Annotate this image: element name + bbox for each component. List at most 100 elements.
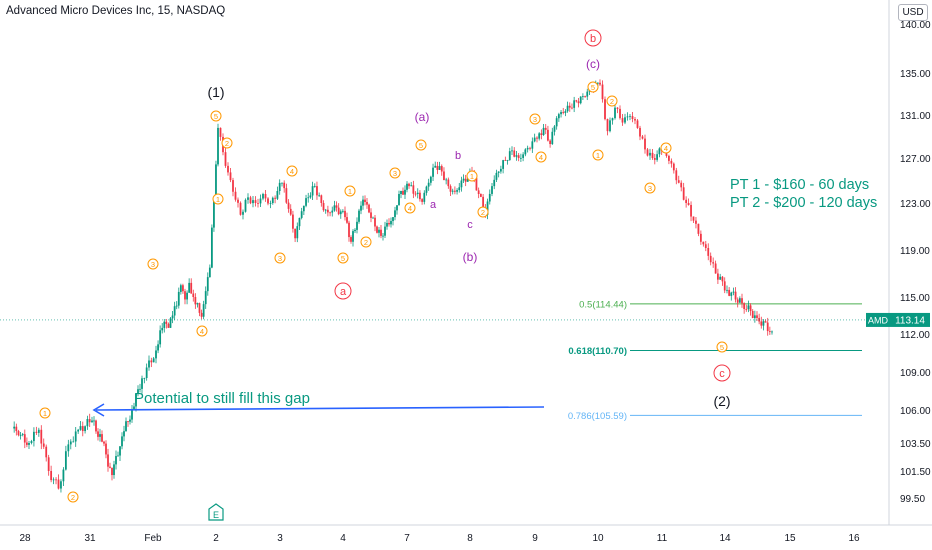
candle-body (227, 165, 229, 173)
candle-body (734, 291, 737, 300)
wave-count-circle (196, 325, 208, 337)
candle-body (745, 308, 748, 310)
candle-body (77, 429, 80, 432)
y-tick-label: 135.00 (900, 69, 931, 80)
y-tick-label: 127.00 (900, 154, 931, 165)
candle-body (712, 262, 715, 264)
candle-body (55, 479, 57, 481)
candle-body (438, 166, 441, 170)
price-target-note: PT 2 - $200 - 120 days (730, 195, 877, 211)
x-tick-label: 28 (19, 533, 31, 544)
chart-title: Advanced Micro Devices Inc, 15, NASDAQ (6, 5, 226, 17)
candle-body (175, 305, 178, 307)
candle-body (368, 204, 370, 213)
candle-body (749, 305, 752, 311)
earnings-marker[interactable] (208, 503, 224, 521)
x-tick-label: 9 (532, 533, 538, 544)
candle-body (672, 163, 675, 171)
currency-button[interactable]: USD (898, 4, 928, 21)
candle-body (30, 441, 33, 443)
candle-body (229, 172, 232, 181)
candle-body (502, 160, 505, 169)
candle-body (360, 205, 362, 211)
candle-body (646, 149, 649, 156)
wave-count-circle (644, 182, 656, 194)
candle-body (421, 199, 424, 202)
candle-body (283, 182, 286, 189)
candle-body (186, 292, 188, 300)
candle-body (329, 212, 331, 214)
candle-body (67, 444, 70, 452)
candle-body (213, 197, 215, 228)
candle-body (60, 481, 62, 489)
candle-body (204, 291, 207, 305)
candle-body (606, 119, 609, 132)
y-tick-label: 131.00 (900, 111, 931, 122)
gap-arrow[interactable] (95, 406, 545, 411)
candle-body (596, 82, 599, 84)
candle-body (743, 303, 746, 309)
last-price-badge (890, 312, 930, 327)
candle-body (398, 194, 400, 206)
candle-body (751, 310, 754, 319)
candle-body (47, 457, 50, 471)
candle-body (247, 197, 249, 200)
candle-body (557, 114, 560, 119)
candle-body (21, 434, 24, 436)
candle-body (756, 315, 758, 318)
candle-body (573, 100, 576, 108)
gap-arrow-head (92, 403, 105, 417)
candle-body (386, 222, 388, 227)
wave-count-circle (337, 252, 349, 264)
candle-body (506, 160, 509, 161)
candle-body (764, 321, 767, 323)
candle-body (165, 321, 168, 324)
candle-body (699, 233, 702, 242)
candle-body (649, 152, 651, 156)
candle-body (234, 191, 237, 200)
wave-count-label: 2 (610, 97, 614, 106)
candle-body (584, 96, 586, 97)
candle-body (675, 170, 678, 181)
candle-body (714, 263, 717, 274)
gap-note: Potential to still fill this gap (134, 390, 310, 407)
candle-body (499, 168, 502, 172)
candle-body (123, 431, 125, 437)
candle-body (631, 116, 634, 119)
x-tick-label: 7 (404, 533, 410, 544)
candle-body (95, 420, 97, 432)
candle-body (562, 112, 565, 113)
candle-body (538, 133, 541, 139)
candle-body (586, 91, 589, 97)
wave-count-circle (39, 407, 51, 419)
candle-body (629, 116, 631, 117)
candle-body (113, 464, 115, 476)
candle-body (378, 229, 380, 233)
candle-body (292, 214, 294, 229)
candle-body (64, 451, 67, 470)
fib-level-label: 0.5(114.44) (579, 299, 627, 310)
candle-body (626, 116, 629, 118)
x-tick-label: 16 (848, 533, 860, 544)
candle-body (145, 367, 148, 379)
candle-body (402, 190, 404, 195)
candle-body (169, 318, 172, 328)
candle-body (547, 129, 549, 141)
y-tick-label: 115.00 (900, 293, 930, 304)
candle-body (453, 190, 456, 192)
candle-body (289, 208, 292, 215)
candle-body (115, 456, 117, 465)
candle-body (167, 323, 170, 328)
candle-body (119, 446, 121, 456)
y-tick-label: 109.00 (900, 368, 931, 379)
candle-body (257, 203, 259, 204)
candle-body (313, 186, 316, 187)
candle-body (695, 220, 697, 224)
candle-body (771, 331, 773, 333)
candle-body (219, 127, 222, 137)
candle-body (133, 406, 135, 410)
candle-body (553, 126, 556, 132)
candle-body (382, 235, 384, 237)
wave-count-label: 3 (393, 169, 397, 178)
